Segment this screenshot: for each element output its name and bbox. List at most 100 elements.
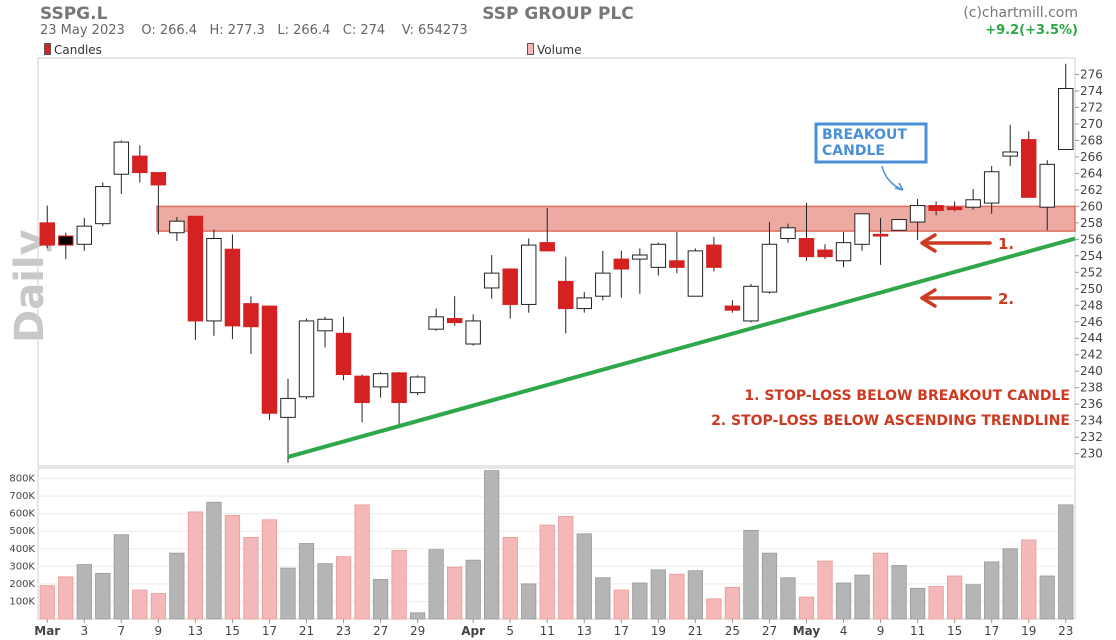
volume-bar [243, 536, 259, 620]
volume-bar [428, 549, 444, 620]
candle-body [891, 219, 907, 231]
x-tick-label: 15 [947, 624, 962, 638]
volume-bar [354, 504, 370, 620]
x-tick-label: 17 [262, 624, 277, 638]
candle-body [983, 171, 1000, 204]
x-tick-label: 7 [118, 624, 126, 638]
left-arrow-icon [920, 288, 992, 308]
legend-candles-label: Candles [54, 43, 102, 57]
candle-body [372, 373, 389, 388]
volume-bar [187, 511, 204, 620]
y-tick-label: 242 [1080, 348, 1103, 362]
y-tick-label: 270 [1080, 117, 1103, 131]
candle [243, 296, 259, 354]
volume-bar [224, 515, 241, 620]
y-tick-label: 238 [1080, 381, 1103, 395]
volume-bar [576, 533, 592, 620]
candle-body [58, 235, 74, 246]
candle-body [409, 376, 426, 394]
candle-body [928, 205, 944, 211]
candle-body [632, 254, 648, 260]
volume-tick-label: 200K [9, 579, 35, 590]
candle [650, 242, 667, 276]
x-tick-label: 23 [1058, 624, 1073, 638]
x-tick-label: 13 [188, 624, 203, 638]
volume-bar [650, 569, 666, 620]
x-tick-label: 11 [910, 624, 925, 638]
candles-swatch-icon [44, 43, 51, 55]
candle [113, 140, 130, 194]
candle [502, 268, 518, 319]
candle [798, 203, 815, 261]
volume-tick-label: 300K [9, 561, 35, 572]
candle [224, 234, 241, 340]
volume-bar [261, 519, 278, 620]
candle [354, 374, 370, 423]
legend-volume: Volume [527, 43, 582, 57]
candle [317, 316, 333, 348]
note-stop-loss-1: 1. STOP-LOSS BELOW BREAKOUT CANDLE [744, 388, 1070, 404]
candle-body [558, 280, 574, 310]
ticker-symbol: SSPG.L [40, 4, 108, 24]
y-tick-label: 248 [1080, 298, 1103, 312]
callout-pointer [881, 165, 904, 191]
callout-arrowhead-icon [894, 182, 904, 191]
candle [613, 250, 630, 298]
candle [1039, 160, 1055, 231]
candle-body [909, 205, 926, 223]
candle-body [206, 238, 222, 322]
candle-body [669, 260, 685, 268]
volume-tick-label: 600K [9, 509, 35, 520]
candle [261, 305, 278, 420]
candle [1002, 124, 1018, 166]
candle-body [76, 225, 93, 245]
candle-body [613, 258, 630, 270]
candle-body [595, 272, 611, 297]
y-tick-label: 236 [1080, 397, 1103, 411]
high-value: H: 277.3 [209, 23, 265, 38]
candle-body [1020, 139, 1037, 198]
volume-bar [539, 524, 555, 620]
x-tick-label: 29 [410, 624, 425, 638]
candle [58, 232, 74, 260]
candle [280, 378, 296, 463]
candle-body [576, 297, 592, 310]
candle [372, 372, 389, 398]
volume-bar [854, 574, 870, 620]
candle [206, 229, 222, 336]
x-tick-label: 9 [155, 624, 163, 638]
volume-bar [465, 559, 481, 620]
volume-plot-frame [37, 467, 1076, 620]
candle [150, 172, 167, 235]
volume-bar [1021, 539, 1037, 620]
volume-bar [724, 586, 741, 620]
candle [983, 165, 1000, 214]
candle-body [743, 285, 759, 322]
volume-value: V: 654273 [401, 23, 468, 38]
candle-body [687, 250, 704, 297]
volume-bar [280, 567, 296, 620]
candle-body [150, 172, 167, 186]
arrow-stop-2: 2. [920, 288, 1014, 308]
left-arrow-icon [920, 233, 992, 253]
candle-body [1058, 87, 1074, 150]
candle-body [280, 397, 296, 418]
volume-bar [132, 589, 148, 620]
close-value: C: 274 [342, 23, 386, 38]
y-tick-label: 230 [1080, 447, 1103, 461]
candle [780, 223, 796, 243]
volume-bar [447, 566, 463, 620]
note-stop-loss-2: 2. STOP-LOSS BELOW ASCENDING TRENDLINE [711, 413, 1070, 429]
x-tick-label: 19 [1021, 624, 1036, 638]
x-tick-label: 27 [762, 624, 777, 638]
candle-body [243, 303, 259, 328]
volume-bar [743, 529, 759, 620]
volume-bar [595, 577, 611, 620]
arrow-stop-1: 1. [920, 233, 1014, 253]
x-tick-label: 17 [614, 624, 629, 638]
x-tick-label: 15 [225, 624, 240, 638]
candle [835, 231, 852, 268]
volume-bar [39, 585, 55, 620]
candle [632, 248, 648, 294]
